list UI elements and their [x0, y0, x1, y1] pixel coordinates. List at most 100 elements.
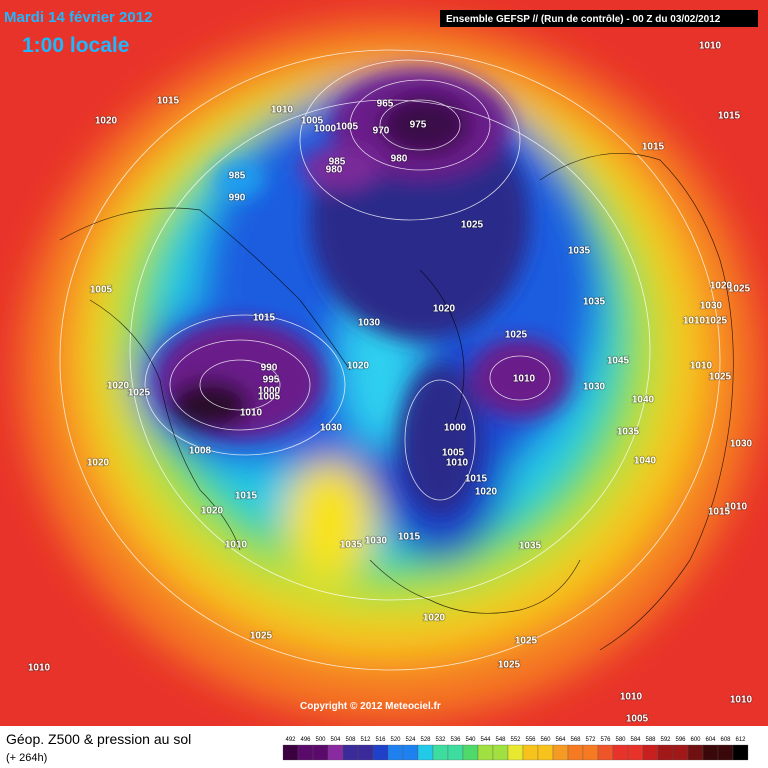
isobar-label: 975 [410, 120, 427, 131]
isobar-label: 1000 [444, 423, 467, 434]
isobar-label: 1025 [461, 220, 484, 231]
legend-swatch [672, 744, 689, 761]
isobar-label: 1000 [314, 124, 337, 135]
legend-swatch [372, 744, 389, 761]
legend-label: 588 [645, 737, 656, 743]
legend-label: 604 [705, 737, 716, 743]
legend-swatch [522, 744, 539, 761]
isobar-label: 990 [261, 363, 278, 374]
isobar-label: 1020 [107, 381, 130, 392]
legend-label: 520 [390, 737, 401, 743]
legend-swatch [627, 744, 644, 761]
field-title: Géop. Z500 & pression au sol [6, 731, 191, 747]
legend-label: 552 [510, 737, 521, 743]
legend-label: 580 [615, 737, 626, 743]
legend-swatch [642, 744, 659, 761]
isobar-label: 1045 [607, 356, 630, 367]
legend-swatch [462, 744, 479, 761]
isobar-label: 1020 [423, 613, 446, 624]
legend-swatch [492, 744, 509, 761]
legend-label: 528 [420, 737, 431, 743]
legend-swatch [552, 744, 569, 761]
isobar-label: 1010 [513, 374, 536, 385]
isobar-label: 1035 [340, 540, 363, 551]
isobar-label: 1030 [320, 423, 343, 434]
legend-swatch [357, 744, 374, 761]
legend-swatch [582, 744, 599, 761]
legend-swatch [537, 744, 554, 761]
isobar-label: 1020 [475, 487, 498, 498]
isobar-label: 985 [329, 157, 346, 168]
isobar-label: 1020 [347, 361, 370, 372]
isobar-label: 1010 [730, 695, 753, 706]
legend-swatch [567, 744, 584, 761]
isobar-label: 1035 [583, 297, 606, 308]
isobar-label: 1015 [465, 474, 488, 485]
legend-label: 536 [450, 737, 461, 743]
isobar-label: 1010 [690, 361, 713, 372]
isobar-label: 1005 [626, 714, 649, 725]
isobar-label: 1005 [258, 392, 281, 403]
legend-swatch [477, 744, 494, 761]
isobar-label: 1020 [710, 281, 733, 292]
isobar-label: 1010 [240, 408, 263, 419]
legend-label: 496 [300, 737, 311, 743]
legend-swatch [282, 744, 299, 761]
isobar-label: 1020 [95, 116, 118, 127]
legend-label: 548 [495, 737, 506, 743]
isobar-label: 1040 [632, 395, 655, 406]
isobar-label: 1005 [336, 122, 359, 133]
isobar-label: 1000 [258, 386, 281, 397]
legend-swatch [387, 744, 404, 761]
isobar-label: 1035 [568, 246, 591, 257]
legend-label: 592 [660, 737, 671, 743]
forecast-hour: (+ 264h) [6, 752, 47, 764]
isobar-label: 1030 [730, 439, 753, 450]
legend-swatch [447, 744, 464, 761]
isobar-label: 965 [377, 99, 394, 110]
isobar-label: 1025 [128, 388, 151, 399]
isobar-label: 1015 [708, 507, 731, 518]
isobar-label: 1025 [709, 372, 732, 383]
isobar-label: 980 [391, 154, 408, 165]
legend-label: 612 [735, 737, 746, 743]
isobar-label: 1015 [253, 313, 276, 324]
legend-label: 524 [405, 737, 416, 743]
isobar-label: 1025 [498, 660, 521, 671]
legend-label: 600 [690, 737, 701, 743]
isobar-label: 1025 [515, 636, 538, 647]
field [0, 0, 768, 726]
legend-swatch [687, 744, 704, 761]
isobar-label: 1015 [642, 142, 665, 153]
isobar-label: 1015 [157, 96, 180, 107]
isobar-label: 1005 [90, 285, 113, 296]
legend-swatch [297, 744, 314, 761]
local-time: 1:00 locale [22, 34, 129, 57]
legend-label: 584 [630, 737, 641, 743]
legend-label: 572 [585, 737, 596, 743]
isobar-label: 990 [229, 193, 246, 204]
isobar-label: 1010 [683, 316, 706, 327]
legend-label: 504 [330, 737, 341, 743]
isobar-label: 995 [263, 375, 280, 386]
isobar-label: 1015 [398, 532, 421, 543]
legend-label: 556 [525, 737, 536, 743]
isobar-label: 1010 [725, 502, 748, 513]
legend-label: 508 [345, 737, 356, 743]
isobar-label: 980 [326, 165, 343, 176]
legend-label: 544 [480, 737, 491, 743]
legend-swatch [402, 744, 419, 761]
date-title: Mardi 14 février 2012 [4, 9, 152, 26]
isobar-label: 1010 [28, 663, 51, 674]
legend-swatch [612, 744, 629, 761]
legend-label: 512 [360, 737, 371, 743]
legend-swatch [732, 744, 749, 761]
legend-swatch [597, 744, 614, 761]
copyright: Copyright © 2012 Meteociel.fr [300, 701, 441, 712]
legend-label: 500 [315, 737, 326, 743]
isobar-label: 1035 [519, 541, 542, 552]
isobar-label: 1020 [87, 458, 110, 469]
isobar-label: 1025 [728, 284, 751, 295]
isobar-label: 1020 [433, 304, 456, 315]
